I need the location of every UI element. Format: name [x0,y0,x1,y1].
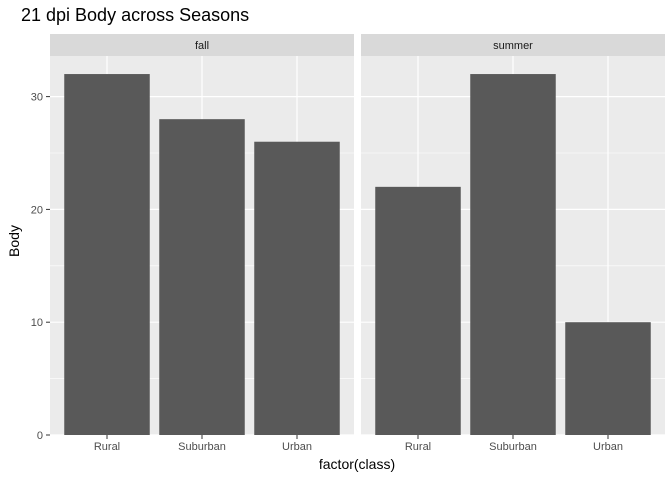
x-tick-label: Rural [405,441,431,453]
bar-summer-suburban [470,74,556,436]
y-axis: 0 10 20 30 [31,92,50,442]
bar-summer-rural [375,186,461,435]
facet-strip-label: fall [195,40,209,52]
bar-summer-urban [565,322,651,435]
x-tick-label: Suburban [178,441,226,453]
facet-strip-label: summer [493,40,533,52]
y-tick-label: 0 [37,430,43,442]
x-tick-label: Rural [94,441,120,453]
facet-panels: fall Rural Suburban Urban summer Rural Suburba… [50,34,665,453]
x-tick-label: Urban [282,441,312,453]
x-tick-label: Urban [593,441,623,453]
bar-fall-rural [64,74,150,436]
facet-panel-summer: summer Rural Suburban Urban [361,34,665,453]
bar-fall-suburban [159,119,245,436]
chart-title: 21 dpi Body across Seasons [21,5,249,25]
facet-panel-fall: fall Rural Suburban Urban [50,34,354,453]
y-tick-label: 10 [31,317,43,329]
y-axis-title: Body [6,225,22,257]
facet-strip [50,34,354,56]
facet-strip [361,34,665,56]
y-tick-label: 30 [31,92,43,104]
x-axis-title: factor(class) [319,456,395,472]
x-tick-label: Suburban [489,441,537,453]
y-tick-label: 20 [31,204,43,216]
bar-fall-urban [254,141,340,435]
